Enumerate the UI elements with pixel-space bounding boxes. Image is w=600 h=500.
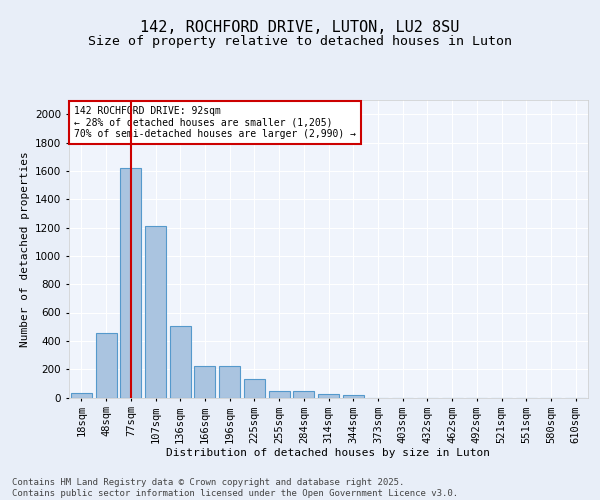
Bar — [120, 168, 141, 398]
Bar — [219, 366, 240, 398]
Bar — [293, 391, 314, 398]
Bar — [170, 326, 191, 398]
Bar — [194, 366, 215, 398]
Bar — [318, 394, 339, 398]
Bar — [244, 379, 265, 398]
Bar — [343, 396, 364, 398]
Text: Size of property relative to detached houses in Luton: Size of property relative to detached ho… — [88, 35, 512, 48]
Bar — [145, 226, 166, 398]
Text: 142 ROCHFORD DRIVE: 92sqm
← 28% of detached houses are smaller (1,205)
70% of se: 142 ROCHFORD DRIVE: 92sqm ← 28% of detac… — [74, 106, 356, 139]
Text: 142, ROCHFORD DRIVE, LUTON, LU2 8SU: 142, ROCHFORD DRIVE, LUTON, LU2 8SU — [140, 20, 460, 35]
Text: Contains HM Land Registry data © Crown copyright and database right 2025.
Contai: Contains HM Land Registry data © Crown c… — [12, 478, 458, 498]
Y-axis label: Number of detached properties: Number of detached properties — [20, 151, 29, 346]
Bar — [71, 392, 92, 398]
X-axis label: Distribution of detached houses by size in Luton: Distribution of detached houses by size … — [167, 448, 491, 458]
Bar — [95, 333, 116, 398]
Bar — [269, 391, 290, 398]
